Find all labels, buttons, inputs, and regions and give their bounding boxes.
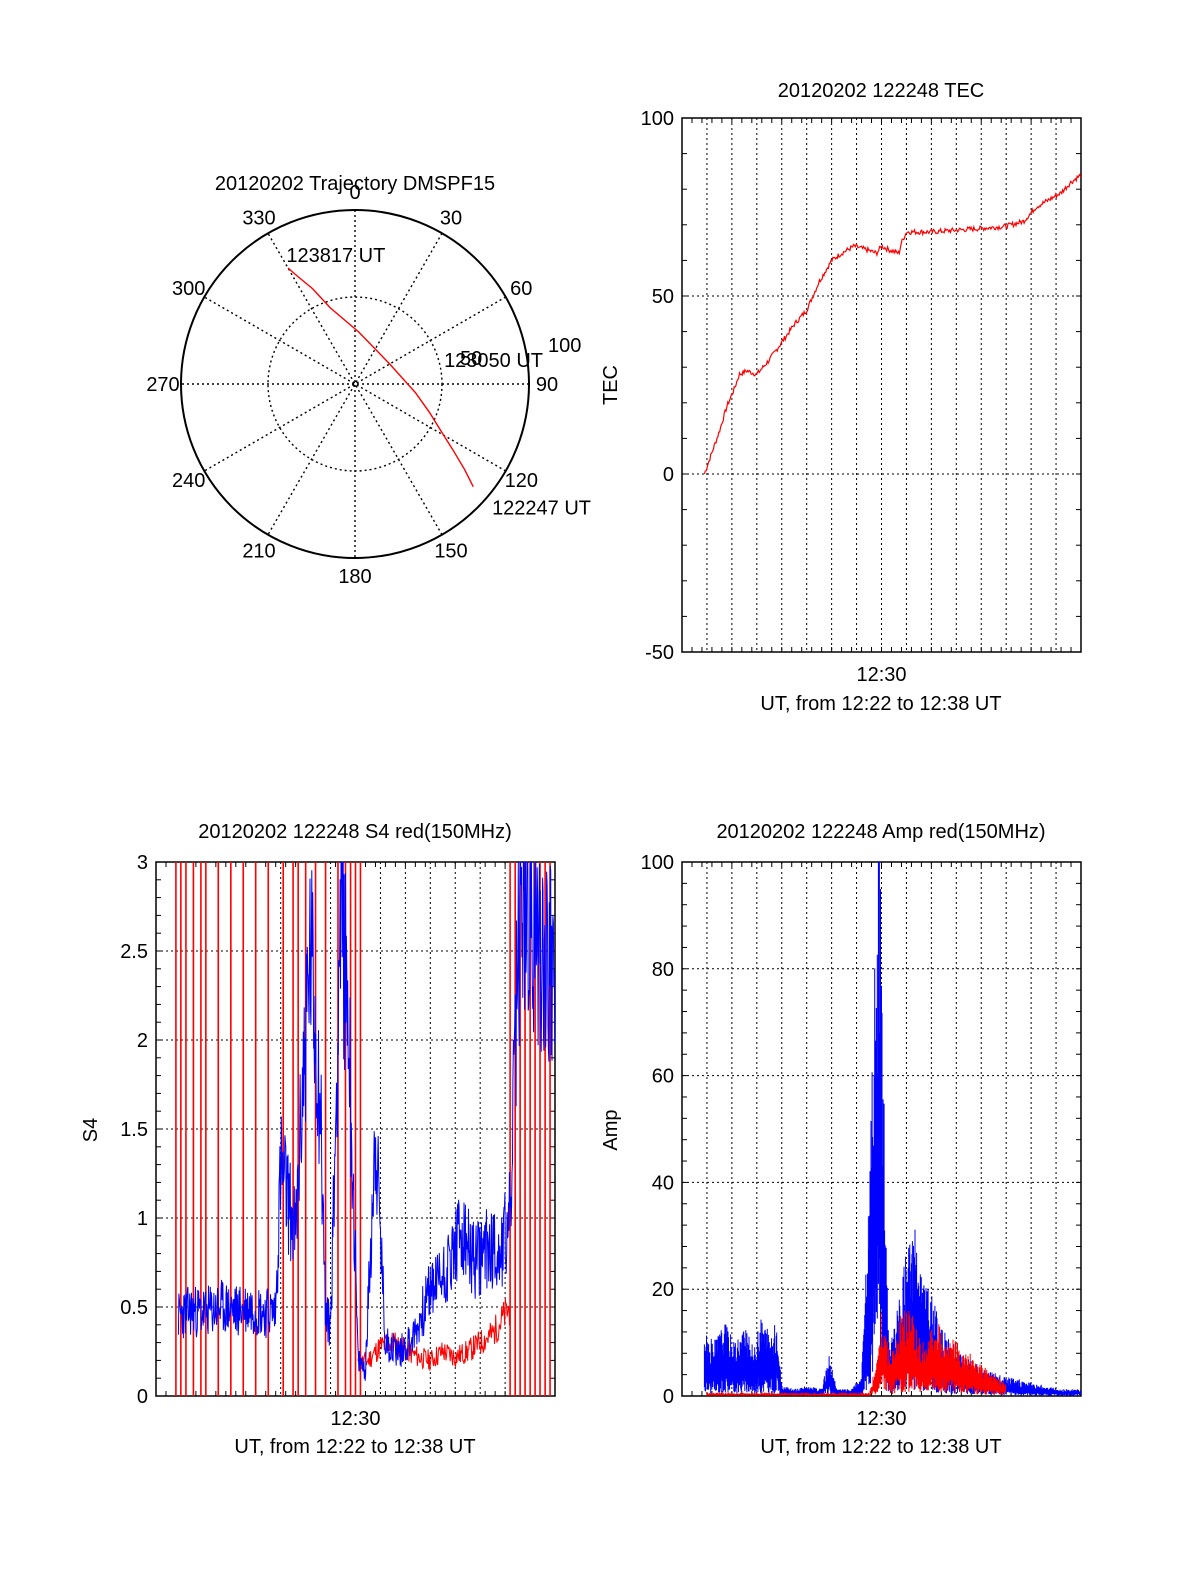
tec-x-axis-label: UT, from 12:22 to 12:38 UT xyxy=(760,693,1001,715)
trajectory-time-label: 123817 UT xyxy=(286,245,385,267)
amp-x-axis-label: UT, from 12:22 to 12:38 UT xyxy=(760,1436,1001,1458)
polar-radius-label: 100 xyxy=(548,335,581,357)
polar-title: 20120202 Trajectory DMSPF15 xyxy=(215,173,495,195)
polar-spoke xyxy=(267,232,443,536)
polar-radius-label: 50 xyxy=(460,348,482,370)
y-tick-label: 0 xyxy=(663,1386,674,1408)
y-tick-label: 50 xyxy=(652,286,674,308)
polar-angle-label: 150 xyxy=(434,540,467,562)
trajectory-time-label: 122247 UT xyxy=(492,497,591,519)
amp-title: 20120202 122248 Amp red(150MHz) xyxy=(716,821,1045,843)
y-tick-label: 100 xyxy=(641,852,674,874)
y-tick-label: -50 xyxy=(645,642,674,664)
plot-frame xyxy=(681,117,1082,653)
y-tick-label: 0 xyxy=(137,1386,148,1408)
y-tick-label: 40 xyxy=(652,1172,674,1194)
y-tick-label: 2 xyxy=(137,1030,148,1052)
y-tick-label: 100 xyxy=(641,108,674,130)
polar-angle-label: 30 xyxy=(440,208,462,230)
x-tick-label: 12:30 xyxy=(856,664,906,686)
polar-angle-label: 120 xyxy=(505,470,538,492)
tec-title: 20120202 122248 TEC xyxy=(778,80,984,102)
amp-panel: 20120202 122248 Amp red(150MHz) UT, from… xyxy=(600,821,1082,1458)
y-tick-label: 80 xyxy=(652,959,674,981)
trajectory-polar-panel: 20120202 Trajectory DMSPF15 0 30 60 90 120 15… xyxy=(146,173,591,588)
polar-angle-label: 270 xyxy=(146,374,179,396)
polar-spoke xyxy=(267,232,443,536)
polar-angle-label: 60 xyxy=(510,278,532,300)
polar-angle-label: 210 xyxy=(242,540,275,562)
trajectory-time-label: 123050 UT xyxy=(444,350,543,372)
polar-angle-label: 0 xyxy=(349,182,360,204)
amp-y-axis-label: Amp xyxy=(600,1109,622,1150)
polar-angle-label: 180 xyxy=(338,566,371,588)
y-tick-label: 60 xyxy=(652,1066,674,1088)
tec-line xyxy=(703,173,1082,475)
polar-inner-ring xyxy=(267,296,443,472)
amp-red-trace xyxy=(706,1310,1006,1396)
s4-blue-line xyxy=(177,861,556,1381)
s4-red-line xyxy=(357,1298,510,1372)
amp-blue-trace xyxy=(703,862,1082,1396)
s4-title: 20120202 122248 S4 red(150MHz) xyxy=(198,821,512,843)
y-tick-label: 0 xyxy=(663,464,674,486)
x-tick-label: 12:30 xyxy=(856,1408,906,1430)
tec-y-axis-label: TEC xyxy=(600,365,622,405)
y-tick-label: 1 xyxy=(137,1208,148,1230)
y-tick-label: 2.5 xyxy=(120,941,148,963)
y-tick-label: 1.5 xyxy=(120,1119,148,1141)
polar-angle-label: 330 xyxy=(242,208,275,230)
s4-panel: 20120202 122248 S4 red(150MHz) UT, from … xyxy=(80,821,556,1458)
y-tick-label: 0.5 xyxy=(120,1297,148,1319)
s4-y-axis-label: S4 xyxy=(80,1118,102,1142)
plot-frame xyxy=(681,861,1082,1397)
y-tick-label: 20 xyxy=(652,1279,674,1301)
x-tick-label: 12:30 xyxy=(330,1408,380,1430)
tec-panel: 20120202 122248 TEC UT, from 12:22 to 12… xyxy=(600,80,1082,715)
polar-angle-label: 90 xyxy=(536,374,558,396)
polar-angle-label: 240 xyxy=(172,470,205,492)
trajectory-line xyxy=(287,267,474,488)
s4-x-axis-label: UT, from 12:22 to 12:38 UT xyxy=(234,1436,475,1458)
polar-angle-label: 300 xyxy=(172,278,205,300)
y-tick-label: 3 xyxy=(137,852,148,874)
